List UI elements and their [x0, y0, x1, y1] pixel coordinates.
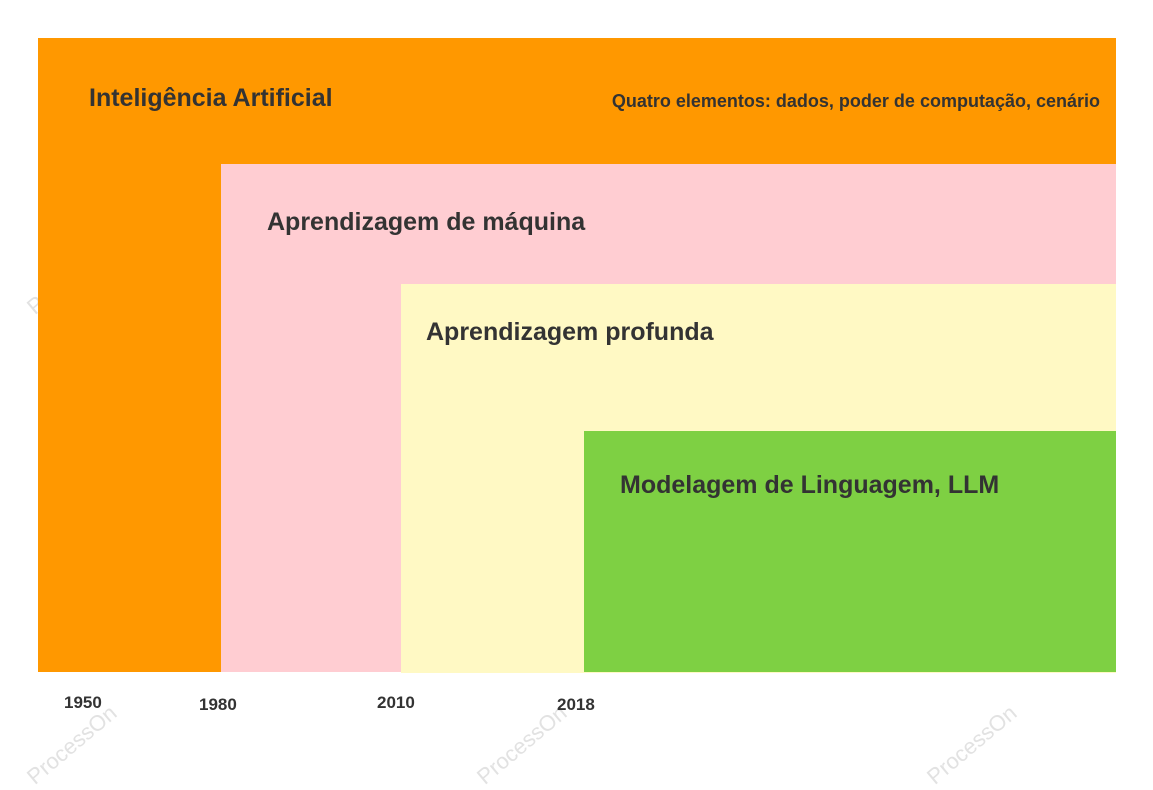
ai-layer-note: Quatro elementos: dados, poder de comput…	[611, 91, 1100, 111]
ai-layer-label: Inteligência Artificial	[89, 84, 333, 112]
year-label-1980: 1980	[199, 695, 237, 714]
watermark: ProcessOn	[922, 700, 1022, 790]
deep-learning-label: Aprendizagem profunda	[426, 318, 714, 346]
language-modeling-layer: Modelagem de Linguagem, LLM	[584, 431, 1116, 672]
machine-learning-label: Aprendizagem de máquina	[267, 208, 586, 236]
year-label-2010: 2010	[377, 693, 415, 712]
year-label-1950: 1950	[64, 693, 102, 712]
language-modeling-label: Modelagem de Linguagem, LLM	[620, 471, 1000, 499]
year-label-2018: 2018	[557, 695, 595, 714]
watermark: ProcessOn	[22, 700, 122, 790]
